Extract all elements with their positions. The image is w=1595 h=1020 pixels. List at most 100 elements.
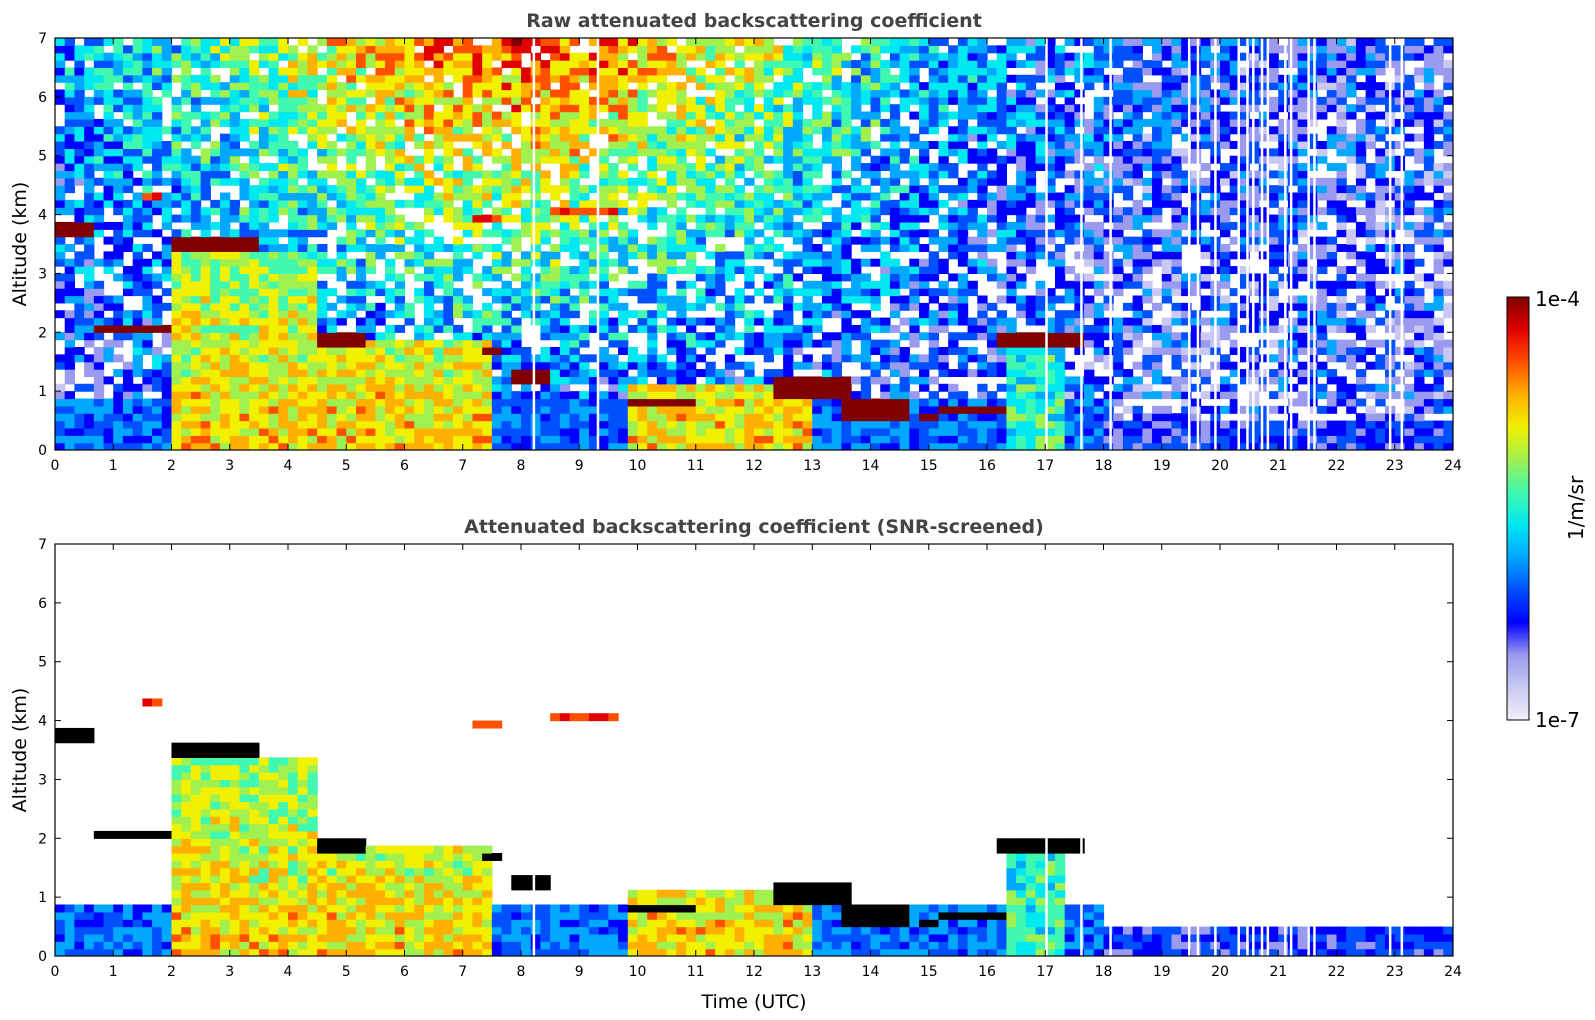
heatmap-cell — [365, 398, 376, 407]
heatmap-cell — [734, 266, 745, 275]
heatmap-cell — [812, 405, 823, 414]
heatmap-cell — [530, 170, 542, 179]
heatmap-cell — [152, 170, 163, 179]
heatmap-cell — [618, 141, 629, 149]
heatmap-cell — [608, 207, 619, 216]
heatmap-cell — [880, 221, 891, 230]
heatmap-cell — [880, 339, 891, 348]
heatmap-cell — [93, 332, 105, 341]
heatmap-cell — [957, 52, 969, 61]
heatmap-cell — [957, 442, 969, 450]
heatmap-cell — [239, 310, 250, 319]
heatmap-cell — [462, 177, 474, 186]
heatmap-cell — [268, 126, 279, 135]
heatmap-cell — [666, 214, 677, 223]
heatmap-cell — [161, 67, 173, 76]
heatmap-cell — [220, 229, 231, 238]
heatmap-cell — [715, 170, 726, 179]
heatmap-cell — [355, 442, 367, 450]
heatmap-cell — [171, 104, 182, 113]
heatmap-cell — [394, 369, 406, 378]
heatmap-cell — [239, 376, 250, 385]
heatmap-cell — [637, 369, 648, 378]
heatmap-cell — [346, 207, 357, 216]
heatmap-cell — [239, 214, 250, 223]
heatmap-cell — [501, 376, 512, 385]
heatmap-cell — [414, 413, 425, 422]
heatmap-cell — [977, 332, 988, 341]
heatmap-cell — [967, 126, 978, 135]
heatmap-cell — [715, 38, 726, 46]
heatmap-cell — [1006, 347, 1017, 355]
heatmap-cell — [268, 74, 279, 83]
heatmap-cell — [841, 339, 852, 348]
heatmap-cell — [385, 383, 396, 392]
heatmap-cell — [521, 185, 532, 194]
heatmap-cell — [550, 126, 561, 135]
heatmap-cell — [1054, 398, 1066, 407]
heatmap-cell — [317, 405, 328, 414]
heatmap-cell — [462, 302, 474, 311]
heatmap-cell — [559, 45, 571, 54]
heatmap-cell — [113, 199, 124, 208]
heatmap-cell — [511, 177, 522, 186]
heatmap-cell — [171, 317, 182, 326]
heatmap-cell — [307, 258, 318, 267]
heatmap-cell — [734, 170, 745, 179]
heatmap-cell — [171, 376, 182, 385]
heatmap-cell — [851, 332, 862, 341]
heatmap-cell — [462, 361, 474, 370]
heatmap-cell — [957, 435, 969, 444]
heatmap-cell — [482, 361, 493, 370]
heatmap-cell — [734, 376, 745, 385]
heatmap-cell — [559, 236, 571, 245]
heatmap-cell — [482, 104, 493, 113]
heatmap-cell — [346, 185, 357, 194]
heatmap-cell — [754, 310, 765, 319]
heatmap-cell — [307, 170, 318, 179]
heatmap-cell — [919, 192, 930, 201]
heatmap-cell — [297, 266, 309, 275]
heatmap-cell — [423, 45, 435, 54]
heatmap-cell — [656, 391, 668, 400]
heatmap-cell — [113, 435, 124, 444]
heatmap-cell — [967, 221, 978, 230]
heatmap-cell — [142, 258, 153, 267]
heatmap-cell — [346, 280, 357, 289]
heatmap-cell — [491, 288, 503, 297]
heatmap-cell — [870, 221, 881, 230]
heatmap-cell — [355, 369, 367, 378]
heatmap-cell — [870, 435, 881, 444]
heatmap-cell — [569, 148, 580, 157]
heatmap-cell — [297, 214, 309, 223]
heatmap-cell — [831, 229, 842, 238]
heatmap-cell — [977, 45, 988, 54]
heatmap-cell — [365, 251, 376, 260]
heatmap-cell — [579, 170, 590, 179]
heatmap-cell — [171, 266, 182, 275]
heatmap-cell — [142, 302, 153, 311]
heatmap-cell — [239, 45, 250, 54]
heatmap-cell — [550, 185, 561, 194]
heatmap-cell — [501, 391, 512, 400]
heatmap-cell — [909, 221, 920, 230]
heatmap-cell — [618, 118, 629, 127]
heatmap-cell — [249, 354, 260, 363]
heatmap-cell — [656, 74, 668, 83]
heatmap-cell — [297, 398, 309, 407]
heatmap-cell — [1016, 89, 1027, 98]
heatmap-cell — [122, 74, 134, 83]
heatmap-cell — [84, 221, 95, 230]
heatmap-cell — [870, 361, 881, 370]
heatmap-cell — [579, 67, 590, 76]
heatmap-cell — [928, 104, 940, 113]
heatmap-cell — [1006, 60, 1017, 69]
heatmap-cell — [841, 185, 852, 194]
heatmap-cell — [394, 376, 406, 385]
heatmap-cell — [1064, 339, 1075, 348]
heatmap-cell — [501, 82, 512, 91]
heatmap-cell — [705, 273, 716, 282]
heatmap-cell — [229, 361, 241, 370]
heatmap-cell — [414, 60, 425, 69]
heatmap-cell — [472, 244, 483, 252]
